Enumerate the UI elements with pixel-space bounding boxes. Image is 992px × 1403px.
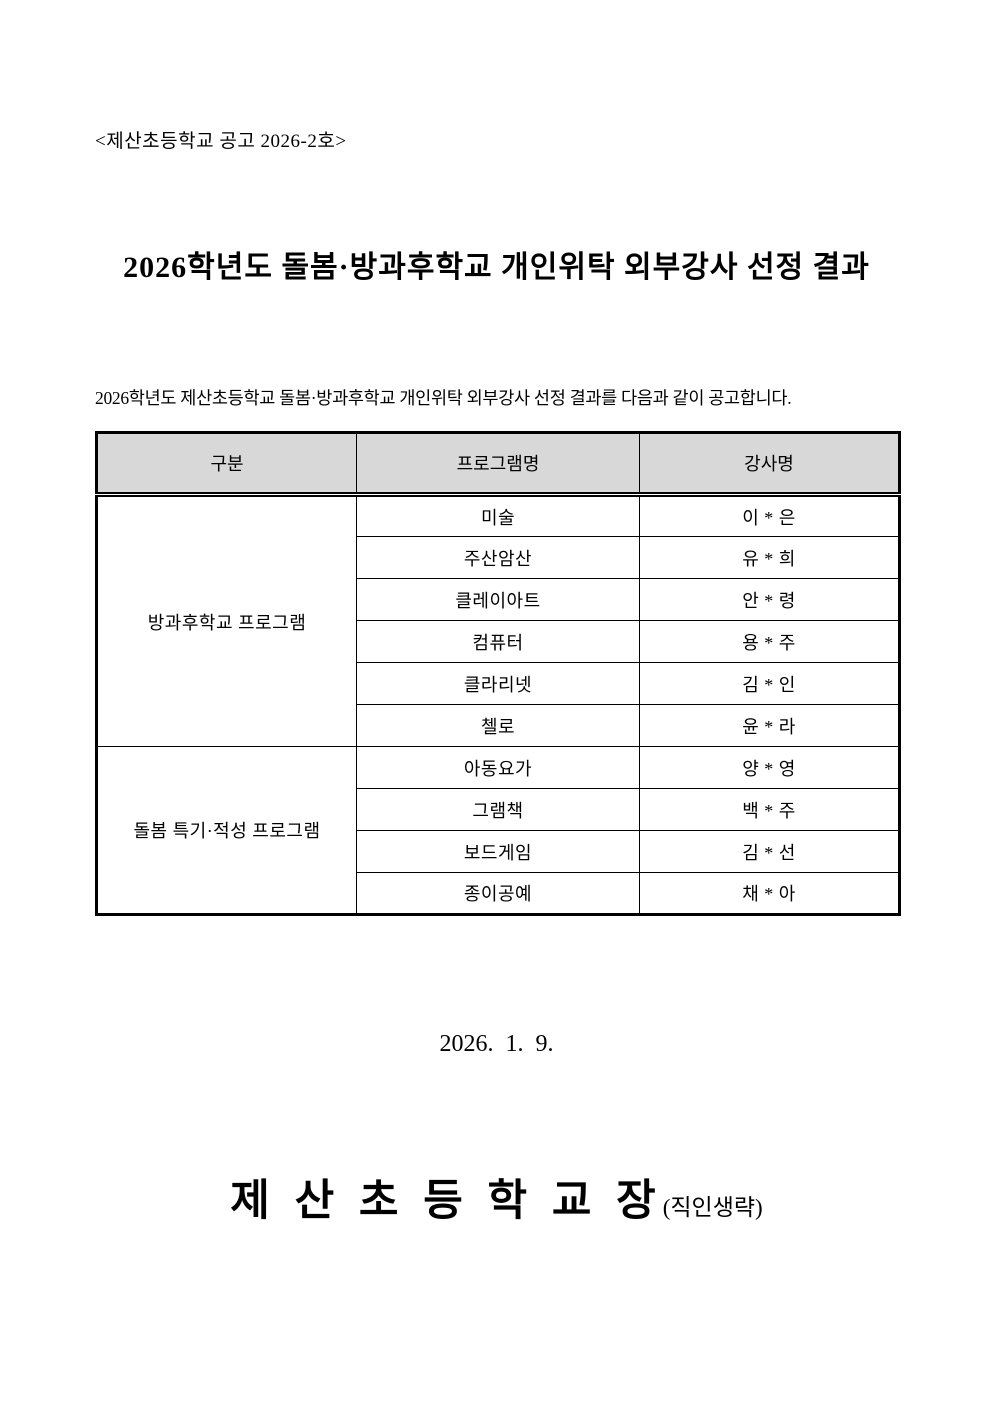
program-cell: 그램책 bbox=[356, 788, 640, 831]
header-instructor: 강사명 bbox=[639, 432, 900, 497]
page-title: 2026학년도 돌봄·방과후학교 개인위탁 외부강사 선정 결과 bbox=[123, 251, 870, 284]
seal-omitted-note: (직인생략) bbox=[662, 1195, 763, 1220]
table-header-row: 구분 프로그램명 강사명 bbox=[96, 432, 900, 497]
program-cell: 미술 bbox=[356, 494, 640, 537]
instructor-cell: 김 * 선 bbox=[639, 830, 900, 873]
intro-paragraph: 2026학년도 제산초등학교 돌봄·방과후학교 개인위탁 외부강사 선정 결과를… bbox=[95, 388, 792, 408]
instructor-cell: 채 * 아 bbox=[639, 872, 900, 915]
notice-number: <제산초등학교 공고 2026-2호> bbox=[95, 131, 347, 152]
header-program: 프로그램명 bbox=[356, 432, 640, 497]
instructor-cell: 윤 * 라 bbox=[639, 704, 900, 747]
table-row: 주산암산 유 * 희 bbox=[97, 536, 900, 579]
category-cell-care-program: 돌봄 특기·적성 프로그램 bbox=[96, 746, 357, 915]
table-row: 보드게임 김 * 선 bbox=[97, 830, 900, 873]
table-row: 클라리넷 김 * 인 bbox=[97, 662, 900, 705]
program-cell: 클라리넷 bbox=[356, 662, 640, 705]
instructor-cell: 백 * 주 bbox=[639, 788, 900, 831]
instructor-cell: 양 * 영 bbox=[639, 746, 900, 789]
table-row: 컴퓨터 용 * 주 bbox=[97, 620, 900, 663]
instructor-cell: 이 * 은 bbox=[639, 494, 900, 537]
program-cell: 클레이아트 bbox=[356, 578, 640, 621]
instructor-cell: 안 * 령 bbox=[639, 578, 900, 621]
selection-result-table: 구분 프로그램명 강사명 방과후학교 프로그램 미술 이 * 은 주산암산 유 … bbox=[95, 431, 901, 916]
table-row: 종이공예 채 * 아 bbox=[97, 872, 900, 915]
instructor-cell: 용 * 주 bbox=[639, 620, 900, 663]
table-row: 클레이아트 안 * 령 bbox=[97, 578, 900, 621]
table-row: 그램책 백 * 주 bbox=[97, 788, 900, 831]
program-cell: 종이공예 bbox=[356, 872, 640, 915]
instructor-cell: 김 * 인 bbox=[639, 662, 900, 705]
program-cell: 주산암산 bbox=[356, 536, 640, 579]
category-cell-afterschool: 방과후학교 프로그램 bbox=[96, 494, 357, 747]
program-cell: 아동요가 bbox=[356, 746, 640, 789]
program-cell: 컴퓨터 bbox=[356, 620, 640, 663]
principal-signature: 제 산 초 등 학 교 장 bbox=[230, 1178, 663, 1225]
announcement-date: 2026. 1. 9. bbox=[439, 1031, 554, 1057]
table-row: 첼로 윤 * 라 bbox=[97, 704, 900, 747]
program-cell: 보드게임 bbox=[356, 830, 640, 873]
program-cell: 첼로 bbox=[356, 704, 640, 747]
instructor-cell: 유 * 희 bbox=[639, 536, 900, 579]
table-row: 방과후학교 프로그램 미술 이 * 은 bbox=[96, 494, 900, 747]
header-category: 구분 bbox=[96, 432, 357, 497]
signature-block: 제 산 초 등 학 교 장(직인생략) bbox=[95, 1176, 898, 1234]
table-row: 돌봄 특기·적성 프로그램 아동요가 양 * 영 bbox=[96, 746, 900, 915]
